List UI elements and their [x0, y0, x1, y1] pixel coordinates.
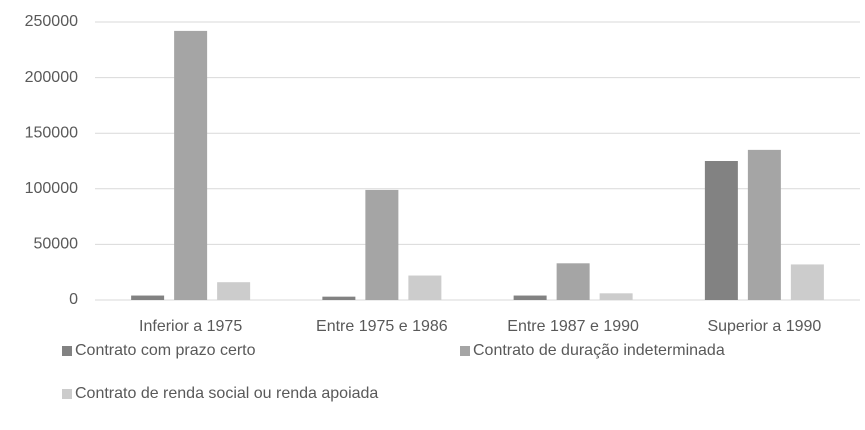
y-tick-label: 50000: [34, 236, 79, 253]
y-tick-label: 150000: [25, 124, 78, 141]
bar: [556, 263, 590, 300]
bar: [131, 295, 165, 300]
x-tick-label: Superior a 1990: [707, 318, 821, 335]
x-tick-label: Inferior a 1975: [139, 318, 242, 335]
bar: [704, 161, 738, 300]
y-tick-label: 0: [69, 291, 78, 308]
legend-swatch: [62, 389, 72, 399]
x-tick-label: Entre 1987 e 1990: [507, 318, 639, 335]
bar: [365, 189, 399, 300]
x-tick-label: Entre 1975 e 1986: [316, 318, 448, 335]
y-tick-label: 250000: [25, 13, 78, 30]
bar: [322, 296, 356, 300]
bar: [599, 293, 633, 300]
legend-swatch: [460, 346, 470, 356]
bar: [513, 295, 547, 300]
legend-label: Contrato de duração indeterminada: [473, 342, 725, 359]
bar: [408, 275, 442, 300]
legend-label: Contrato de renda social ou renda apoiad…: [75, 385, 378, 402]
y-tick-label: 100000: [25, 180, 78, 197]
bar: [174, 30, 208, 301]
bar: [790, 264, 824, 300]
legend-label: Contrato com prazo certo: [75, 342, 256, 359]
bar: [217, 282, 251, 300]
y-tick-label: 200000: [25, 69, 78, 86]
legend-swatch: [62, 346, 72, 356]
bar: [747, 149, 781, 300]
